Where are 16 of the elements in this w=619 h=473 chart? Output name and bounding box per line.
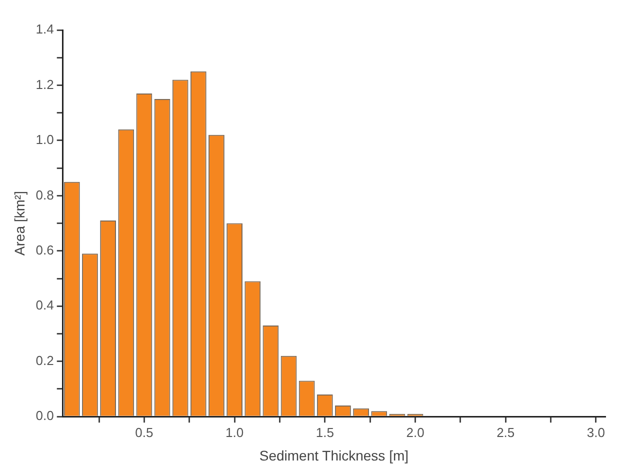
y-tick-label: 0.2 bbox=[36, 352, 54, 368]
y-tick-label: 0.8 bbox=[36, 187, 54, 202]
y-tick-label: 0.4 bbox=[36, 298, 54, 313]
x-tick-label: 3.0 bbox=[586, 424, 606, 440]
x-tick-label: 1.5 bbox=[316, 424, 334, 440]
x-tick-label: 2.5 bbox=[496, 424, 515, 440]
y-tick-label: 1.0 bbox=[36, 132, 54, 148]
x-tick-label: 2.0 bbox=[406, 424, 424, 440]
x-tick-label: 0.5 bbox=[135, 424, 154, 440]
x-axis-title: Sediment Thickness [m] bbox=[259, 447, 409, 464]
x-tick-label: 1.0 bbox=[226, 424, 244, 440]
y-axis-title: Area [km²] bbox=[11, 191, 28, 256]
y-tick-label: 1.4 bbox=[36, 22, 54, 37]
y-tick-label: 0.6 bbox=[36, 242, 54, 258]
y-tick-label: 1.2 bbox=[36, 76, 54, 92]
y-tick-label: 0.0 bbox=[36, 408, 54, 424]
